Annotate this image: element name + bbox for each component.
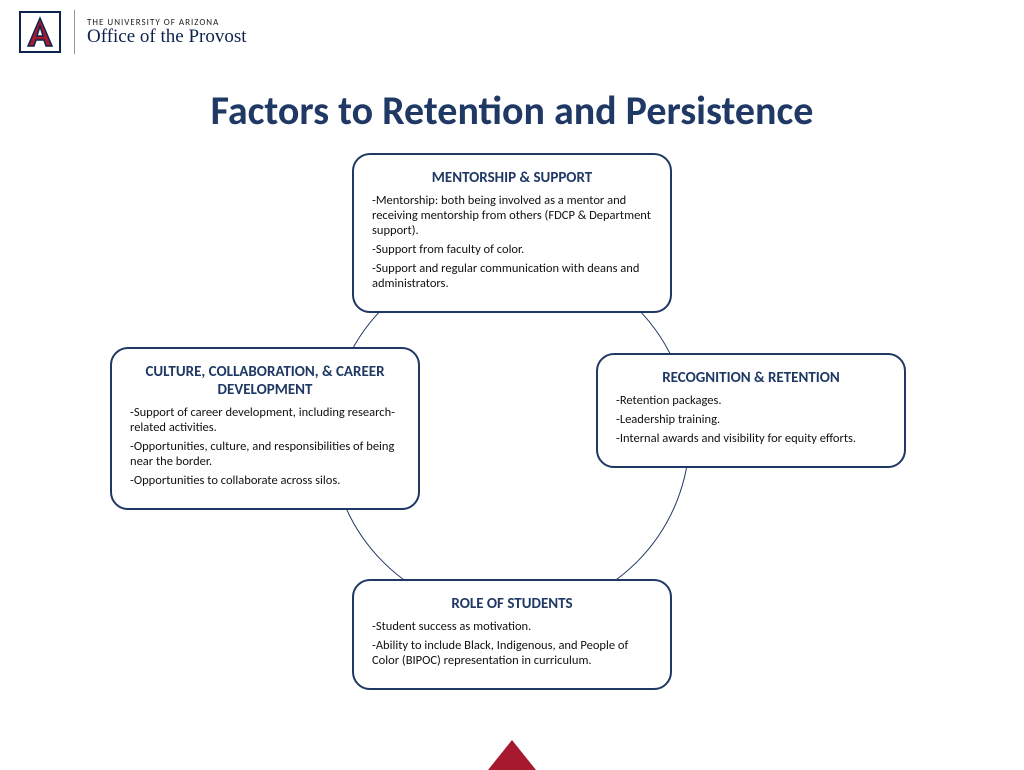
box-culture: CULTURE, COLLABORATION, & CAREER DEVELOP… [110, 347, 420, 510]
page-title: Factors to Retention and Persistence [0, 86, 1024, 135]
box-title: CULTURE, COLLABORATION, & CAREER DEVELOP… [130, 363, 400, 399]
bullet: -Opportunities, culture, and responsibil… [130, 439, 400, 469]
box-title: RECOGNITION & RETENTION [616, 369, 886, 387]
bullet: -Support and regular communication with … [372, 261, 652, 291]
box-body: -Student success as motivation. -Ability… [372, 619, 652, 668]
university-logo [18, 10, 62, 54]
header-text: THE UNIVERSITY OF ARIZONA Office of the … [87, 17, 247, 48]
bullet: -Internal awards and visibility for equi… [616, 431, 886, 446]
org-line2: Office of the Provost [87, 26, 247, 48]
bullet: -Mentorship: both being involved as a me… [372, 193, 652, 238]
bullet: -Student success as motivation. [372, 619, 652, 634]
bullet: -Support of career development, includin… [130, 405, 400, 435]
bullet: -Opportunities to collaborate across sil… [130, 473, 400, 488]
header: THE UNIVERSITY OF ARIZONA Office of the … [18, 10, 247, 54]
bullet: -Support from faculty of color. [372, 242, 652, 257]
box-body: -Support of career development, includin… [130, 405, 400, 488]
triangle-accent-icon [488, 740, 536, 770]
box-title: MENTORSHIP & SUPPORT [372, 169, 652, 187]
bullet: -Ability to include Black, Indigenous, a… [372, 638, 652, 668]
bullet: -Retention packages. [616, 393, 886, 408]
box-title: ROLE OF STUDENTS [372, 595, 652, 613]
header-divider [74, 10, 75, 54]
box-students: ROLE OF STUDENTS -Student success as mot… [352, 579, 672, 690]
cycle-diagram: MENTORSHIP & SUPPORT -Mentorship: both b… [0, 135, 1024, 755]
bullet: -Leadership training. [616, 412, 886, 427]
box-recognition: RECOGNITION & RETENTION -Retention packa… [596, 353, 906, 468]
box-mentorship: MENTORSHIP & SUPPORT -Mentorship: both b… [352, 153, 672, 313]
box-body: -Mentorship: both being involved as a me… [372, 193, 652, 291]
box-body: -Retention packages. -Leadership trainin… [616, 393, 886, 446]
